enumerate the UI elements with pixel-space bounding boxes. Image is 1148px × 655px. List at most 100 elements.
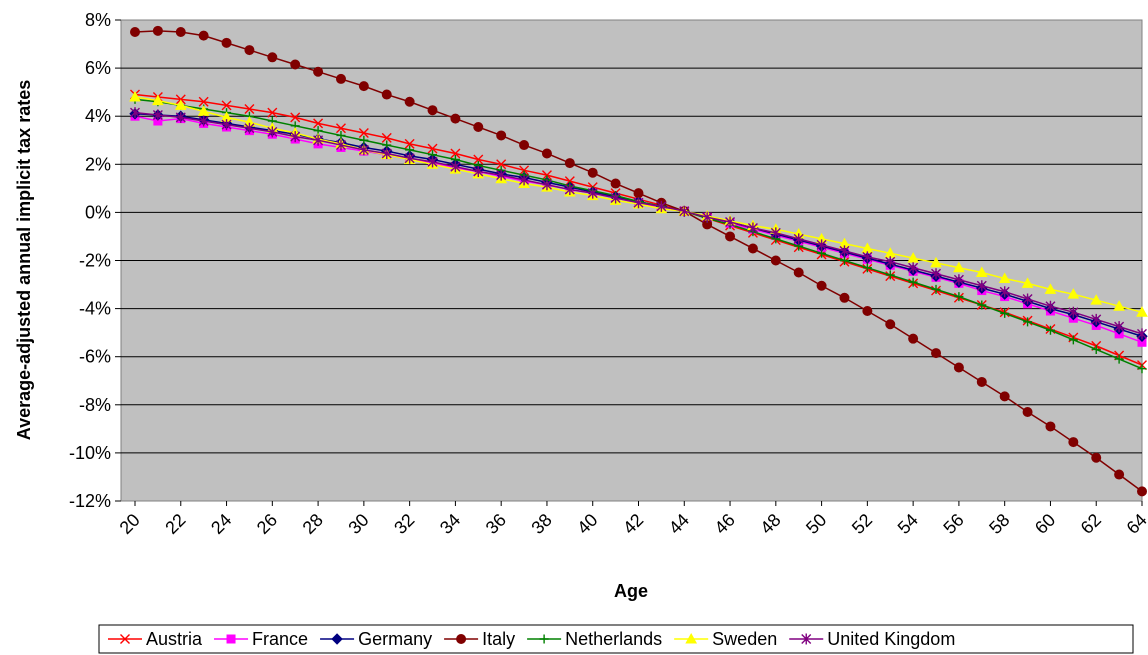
x-tick-label: 24: [207, 510, 235, 538]
data-point-sweden: [152, 94, 164, 106]
data-point-united-kingdom: [816, 239, 827, 251]
data-point-sweden: [174, 99, 187, 110]
data-point-sweden: [975, 266, 988, 278]
data-point-sweden: [1067, 288, 1080, 299]
data-point-united-kingdom: [267, 126, 278, 138]
data-point-italy: [862, 306, 873, 317]
y-tick-label: -10%: [69, 443, 111, 463]
data-point-austria: [313, 118, 324, 129]
legend-marker: [801, 633, 812, 645]
x-tick-label: 32: [390, 510, 418, 538]
data-point-italy: [519, 140, 530, 151]
data-point-netherlands: [839, 256, 849, 265]
x-tick-label: 52: [848, 510, 876, 538]
legend-item-united-kingdom: United Kingdom: [789, 629, 955, 649]
data-point-italy: [198, 30, 209, 41]
y-axis-title: Average-adjusted annual implicit tax rat…: [14, 80, 34, 440]
y-tick-label: -2%: [79, 251, 111, 271]
x-tick-label: 62: [1077, 510, 1105, 538]
data-point-united-kingdom: [862, 251, 873, 263]
data-point-united-kingdom: [999, 286, 1010, 298]
data-point-austria: [496, 159, 507, 170]
legend-item-sweden: Sweden: [674, 629, 777, 649]
data-point-italy: [450, 113, 461, 124]
data-point-netherlands: [908, 277, 918, 287]
data-point-sweden: [197, 105, 210, 116]
data-point-sweden: [1044, 283, 1057, 294]
legend-item-france: France: [214, 629, 308, 649]
data-point-italy: [564, 158, 575, 169]
legend-label-germany: Germany: [358, 629, 432, 649]
data-point-united-kingdom: [1091, 313, 1102, 325]
series-layer: [129, 25, 1148, 497]
x-tick-label: 46: [711, 510, 739, 538]
x-tick-label: 42: [619, 510, 647, 538]
data-point-italy: [999, 391, 1010, 402]
data-point-united-kingdom: [335, 139, 346, 151]
data-point-united-kingdom: [747, 222, 758, 234]
x-tick-label: 34: [436, 510, 464, 538]
data-point-sweden: [1021, 277, 1034, 288]
data-point-italy: [1045, 421, 1056, 432]
data-point-united-kingdom: [793, 233, 804, 245]
data-point-italy: [1114, 469, 1125, 480]
data-point-netherlands: [1000, 308, 1010, 318]
data-point-sweden: [907, 252, 919, 263]
y-tick-label: -8%: [79, 395, 111, 415]
data-point-united-kingdom: [656, 200, 667, 212]
y-tick-label: 2%: [85, 154, 111, 174]
data-point-austria: [381, 132, 392, 143]
data-point-united-kingdom: [175, 111, 186, 123]
data-point-austria: [221, 100, 232, 111]
data-point-united-kingdom: [702, 211, 713, 223]
data-point-italy: [152, 25, 163, 36]
legend-box: [98, 624, 1134, 654]
data-point-italy: [313, 66, 324, 77]
data-point-netherlands: [1045, 325, 1055, 335]
data-point-austria: [541, 170, 552, 181]
data-point-sweden: [998, 272, 1011, 284]
data-point-sweden: [953, 261, 965, 273]
x-tick-label: 58: [985, 510, 1013, 538]
data-point-austria: [244, 103, 255, 114]
data-point-united-kingdom: [496, 169, 507, 181]
y-tick-label: 0%: [85, 202, 111, 222]
data-point-netherlands: [977, 300, 987, 310]
data-point-austria: [473, 154, 484, 165]
data-point-italy: [953, 362, 964, 373]
data-point-united-kingdom: [473, 166, 484, 178]
data-point-united-kingdom: [839, 245, 850, 257]
data-point-italy: [427, 105, 438, 116]
y-axis-ticks: 8% 6% 4% 2% 0% -2% -4% -6% -8% -10% -12%: [69, 10, 121, 511]
data-point-united-kingdom: [313, 134, 324, 146]
legend-label-sweden: Sweden: [712, 629, 777, 649]
data-point-austria: [564, 176, 575, 187]
x-tick-label: 20: [116, 510, 144, 538]
data-point-italy: [1091, 452, 1102, 463]
data-point-netherlands: [1114, 354, 1124, 364]
x-tick-label: 28: [299, 510, 327, 538]
data-point-austria: [290, 112, 301, 123]
legend-item-netherlands: Netherlands: [527, 629, 662, 649]
data-point-austria: [450, 148, 461, 159]
data-point-united-kingdom: [541, 179, 552, 191]
data-point-sweden: [930, 256, 942, 268]
data-point-united-kingdom: [953, 274, 964, 286]
data-point-sweden: [1090, 294, 1103, 305]
data-point-united-kingdom: [130, 107, 140, 119]
data-point-italy: [267, 52, 278, 63]
data-point-italy: [885, 319, 896, 330]
x-tick-label: 22: [161, 510, 189, 538]
data-point-sweden: [1113, 300, 1125, 311]
x-tick-label: 38: [527, 510, 555, 538]
data-point-italy: [908, 333, 919, 344]
data-point-austria: [358, 128, 369, 139]
data-point-italy: [358, 81, 369, 92]
data-point-united-kingdom: [885, 256, 896, 268]
data-point-italy: [496, 130, 507, 141]
data-point-italy: [244, 45, 255, 56]
legend-marker: [539, 634, 549, 644]
data-point-united-kingdom: [679, 205, 690, 217]
legend-label-italy: Italy: [482, 629, 515, 649]
y-tick-label: 6%: [85, 58, 111, 78]
